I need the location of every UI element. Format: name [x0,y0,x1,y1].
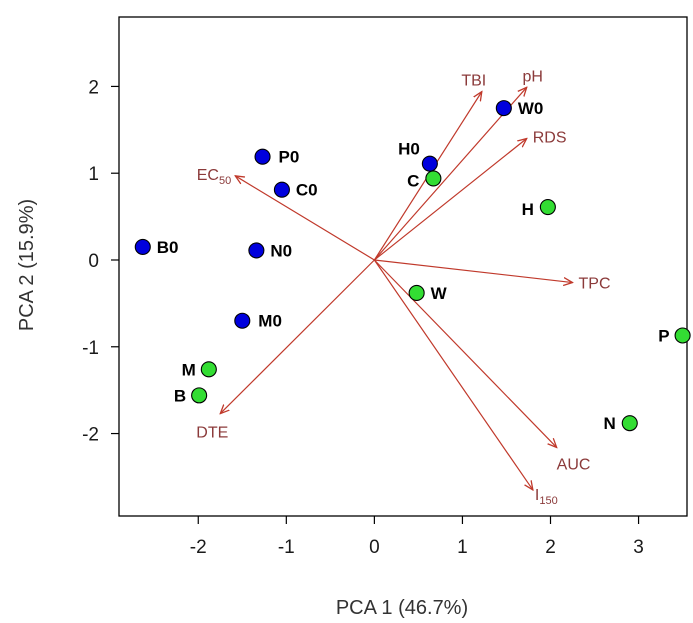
x-tick-label: -2 [190,537,207,558]
point-label: B [174,386,186,405]
loading-label: pH [523,68,543,85]
data-point [248,242,265,259]
data-point [425,170,442,187]
data-point [191,387,208,404]
data-point [421,155,438,172]
y-tick-label: 0 [88,251,99,272]
plot-frame [118,16,688,517]
loading-arrow [220,259,375,414]
point-label: C0 [296,181,318,200]
loading-label: EC50 [197,167,231,187]
loading-label: DTE [196,425,228,442]
y-tick-label: 1 [88,164,99,185]
point-label: M0 [258,312,282,331]
point-label: N [603,414,615,433]
y-axis-title: PCA 2 (15.9%) [16,199,38,331]
x-tick-label: 0 [369,537,380,558]
loading-label: TPC [579,276,611,293]
x-tick-label: 2 [545,537,556,558]
loading-arrow [373,87,526,261]
loading-arrow [374,259,572,283]
loading-arrow [373,259,556,447]
y-tick-label: -2 [82,425,99,446]
loading-label: RDS [533,129,567,146]
x-tick-label: -1 [278,537,295,558]
point-label: H [522,200,534,219]
y-tick-label: 2 [88,77,99,98]
point-label: W0 [518,99,544,118]
data-point [234,312,251,329]
point-label: B0 [157,238,179,257]
loading-label: TBI [461,73,486,90]
point-label: M [182,360,196,379]
point-label: P [658,326,669,345]
data-point [495,100,512,117]
x-tick-label: 1 [457,537,468,558]
loading-arrow [373,259,533,490]
loading-arrow [235,176,375,261]
data-point [674,327,691,344]
loading-label: I150 [535,487,558,507]
loading-arrow [374,138,526,261]
data-point [200,361,217,378]
point-label: H0 [398,140,420,159]
y-tick-label: -1 [82,338,99,359]
point-label: C [407,171,419,190]
x-tick-label: 3 [633,537,644,558]
data-point [621,415,638,432]
data-point [539,199,556,216]
point-label: N0 [270,241,292,260]
data-point [273,181,290,198]
data-point [254,148,271,165]
data-point [408,284,425,302]
x-axis-title: PCA 1 (46.7%) [336,597,468,619]
loading-label: AUC [557,456,591,473]
point-label: W [431,284,448,303]
point-label: P0 [279,148,300,167]
data-point [134,238,151,256]
